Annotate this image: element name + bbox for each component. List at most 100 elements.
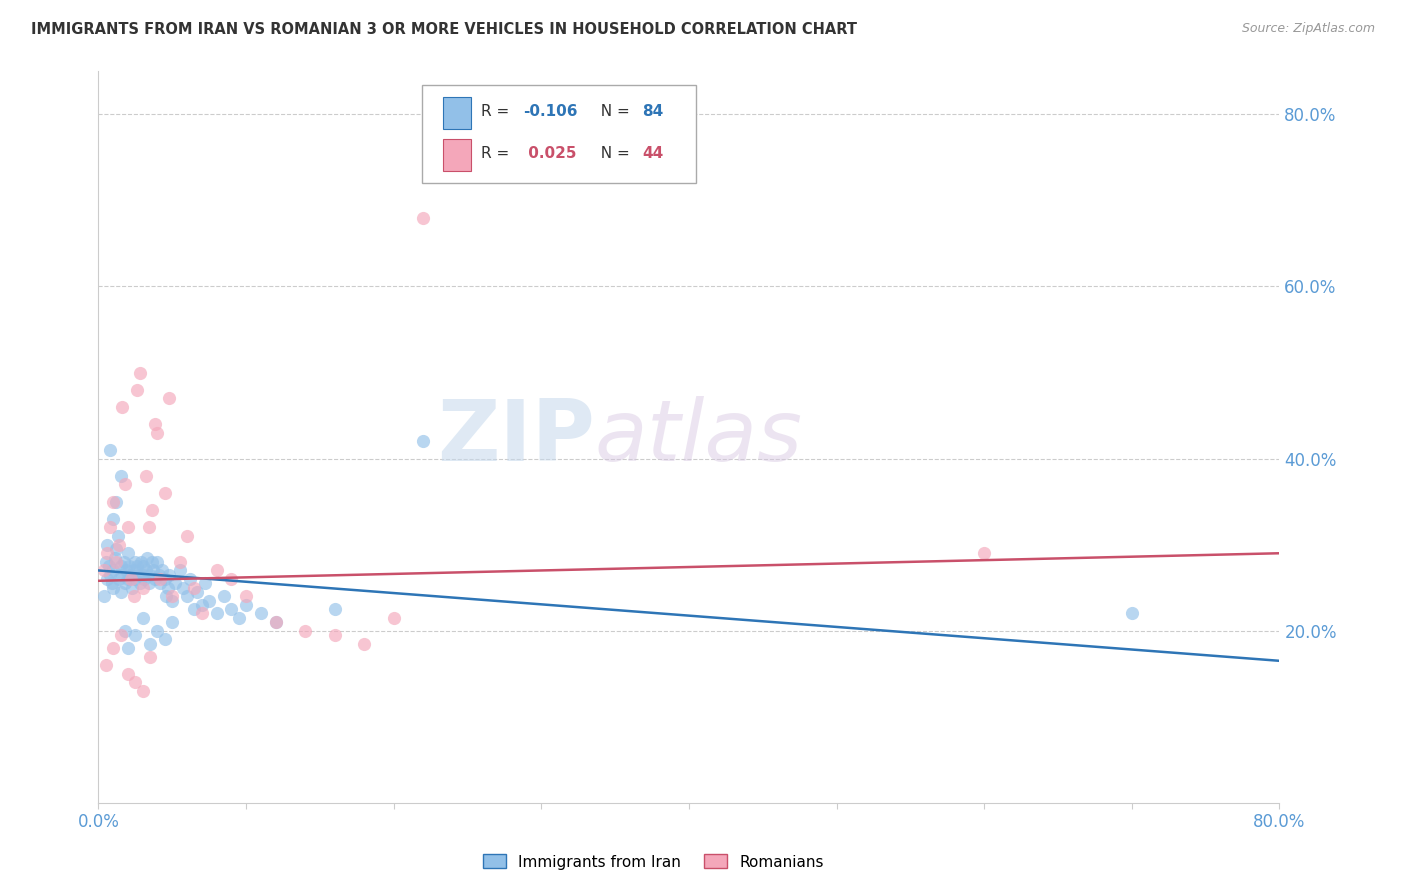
Point <box>382 611 405 625</box>
Point <box>120 567 142 582</box>
Text: N =: N = <box>591 104 634 119</box>
Point <box>124 675 146 690</box>
Point <box>96 538 118 552</box>
Point <box>110 559 132 574</box>
Point <box>132 581 155 595</box>
Point <box>172 581 194 595</box>
Point <box>98 442 121 457</box>
Point <box>125 559 148 574</box>
Point <box>132 559 155 574</box>
Point <box>100 576 122 591</box>
Point <box>108 538 131 552</box>
Point <box>127 567 149 582</box>
Point <box>111 400 134 414</box>
Point <box>141 555 163 569</box>
Point <box>294 624 316 638</box>
Text: 0.025: 0.025 <box>523 146 576 161</box>
Point <box>96 546 118 560</box>
Point <box>132 684 155 698</box>
Point <box>124 628 146 642</box>
Point <box>124 555 146 569</box>
Point <box>323 602 346 616</box>
Point <box>121 581 143 595</box>
Point <box>117 520 139 534</box>
Point <box>221 572 243 586</box>
Point <box>97 559 120 574</box>
Point <box>221 602 243 616</box>
Point <box>135 468 157 483</box>
Point <box>107 529 129 543</box>
Point <box>186 585 208 599</box>
Point <box>139 637 162 651</box>
Point <box>194 576 217 591</box>
Point <box>132 611 155 625</box>
Point <box>162 615 183 629</box>
Text: 84: 84 <box>643 104 664 119</box>
Point <box>153 486 176 500</box>
Legend: Immigrants from Iran, Romanians: Immigrants from Iran, Romanians <box>477 848 830 876</box>
Point <box>264 615 287 629</box>
Point <box>128 366 150 380</box>
Point <box>146 624 169 638</box>
Point <box>235 598 257 612</box>
Point <box>122 589 145 603</box>
Point <box>103 564 125 578</box>
Point <box>111 567 134 582</box>
Point <box>1121 607 1143 621</box>
Text: N =: N = <box>591 146 634 161</box>
Point <box>115 564 138 578</box>
Text: R =: R = <box>481 146 515 161</box>
Point <box>198 593 221 607</box>
Point <box>96 572 118 586</box>
Point <box>235 589 257 603</box>
Point <box>169 555 191 569</box>
Point <box>183 602 205 616</box>
Point <box>156 581 179 595</box>
Point <box>117 666 139 681</box>
Point <box>169 564 191 578</box>
Point <box>118 559 141 574</box>
Point <box>94 658 117 673</box>
Point <box>108 572 131 586</box>
Point <box>105 494 128 508</box>
Point <box>110 628 132 642</box>
Point <box>153 572 176 586</box>
Text: 44: 44 <box>643 146 664 161</box>
Point <box>135 564 157 578</box>
Point <box>125 383 148 397</box>
Point <box>149 572 172 586</box>
Point <box>176 529 198 543</box>
Point <box>110 468 132 483</box>
Point <box>103 581 125 595</box>
Point <box>98 567 121 582</box>
Point <box>94 555 117 569</box>
Point <box>117 572 139 586</box>
Point <box>155 589 177 603</box>
Text: -0.106: -0.106 <box>523 104 578 119</box>
Point <box>162 593 183 607</box>
Point <box>105 541 128 556</box>
Point <box>179 572 201 586</box>
Point <box>103 494 125 508</box>
Point <box>105 555 128 569</box>
Point <box>973 546 995 560</box>
Point <box>323 628 346 642</box>
Point <box>250 607 273 621</box>
Point <box>122 564 145 578</box>
Point <box>117 640 139 655</box>
Point <box>143 572 166 586</box>
Point <box>138 520 160 534</box>
Point <box>191 598 214 612</box>
Point <box>212 589 235 603</box>
Point <box>353 637 375 651</box>
Point <box>264 615 287 629</box>
Point <box>146 425 169 440</box>
Point <box>114 576 136 591</box>
Point <box>162 589 183 603</box>
Point <box>128 576 150 591</box>
Point <box>93 564 115 578</box>
Point <box>110 585 132 599</box>
Point <box>183 581 205 595</box>
Point <box>412 211 434 225</box>
Point <box>146 555 169 569</box>
